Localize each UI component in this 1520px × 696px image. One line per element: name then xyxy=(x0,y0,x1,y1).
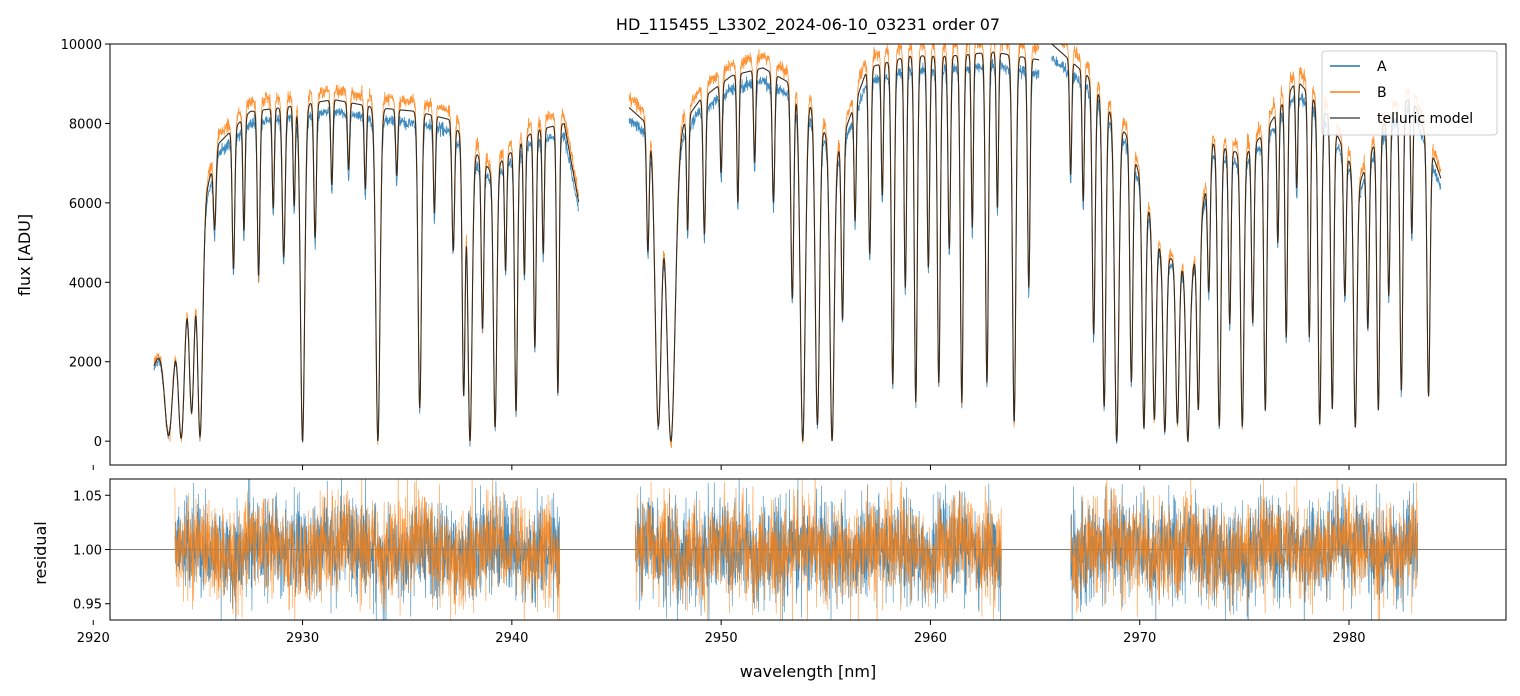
residual-b-line xyxy=(1070,479,1418,620)
telluric-model-line xyxy=(628,51,1040,443)
bottom-y-axis: 0.95 1.00 1.05 xyxy=(73,489,110,613)
top-y-tick-label: 6000 xyxy=(69,197,102,212)
bottom-x-axis: 2920 2930 2940 2950 2960 2970 2980 xyxy=(77,620,1366,646)
top-y-axis-label: flux [ADU] xyxy=(15,214,34,296)
x-tick-label: 2980 xyxy=(1332,631,1365,646)
legend-label-model: telluric model xyxy=(1377,111,1473,127)
x-tick-label: 2930 xyxy=(286,631,319,646)
x-tick-label: 2940 xyxy=(495,631,528,646)
legend-label-a: A xyxy=(1377,59,1387,75)
residual-b-line xyxy=(174,479,561,620)
x-tick-label: 2920 xyxy=(77,631,110,646)
top-axes-frame xyxy=(109,43,1507,466)
legend-frame xyxy=(1321,50,1498,136)
legend-label-b: B xyxy=(1377,85,1387,101)
top-y-tick-label: 10000 xyxy=(61,38,102,53)
top-y-tick-label: 2000 xyxy=(69,356,102,371)
bottom-y-tick-label: 0.95 xyxy=(73,598,102,613)
bottom-y-tick-label: 1.05 xyxy=(73,489,102,504)
residual-b-line xyxy=(635,479,1002,620)
x-tick-label: 2950 xyxy=(705,631,738,646)
x-axis-label: wavelength [nm] xyxy=(740,662,877,681)
chart-title: HD_115455_L3302_2024-06-10_03231 order 0… xyxy=(616,15,1000,35)
telluric-model-line xyxy=(153,99,580,442)
bottom-y-tick-label: 1.00 xyxy=(73,544,102,559)
top-plot-area xyxy=(153,44,1442,449)
top-y-axis: 0 2000 4000 6000 8000 10000 xyxy=(61,38,110,450)
x-tick-label: 2970 xyxy=(1123,631,1156,646)
bottom-plot-area xyxy=(110,479,1506,620)
top-y-tick-label: 4000 xyxy=(69,276,102,291)
legend: A B telluric model xyxy=(1321,50,1498,136)
top-y-tick-label: 8000 xyxy=(69,117,102,132)
telluric-model-line xyxy=(1051,44,1442,443)
top-x-axis xyxy=(92,465,1350,470)
top-panel: 0 2000 4000 6000 8000 10000 flux [ADU] A B te… xyxy=(15,38,1507,470)
bottom-panel: 0.95 1.00 1.05 2920 2930 2940 2950 2960 2970 298… xyxy=(31,478,1507,681)
x-tick-label: 2960 xyxy=(914,631,947,646)
bottom-y-axis-label: residual xyxy=(31,521,50,584)
top-y-tick-label: 0 xyxy=(94,435,102,450)
